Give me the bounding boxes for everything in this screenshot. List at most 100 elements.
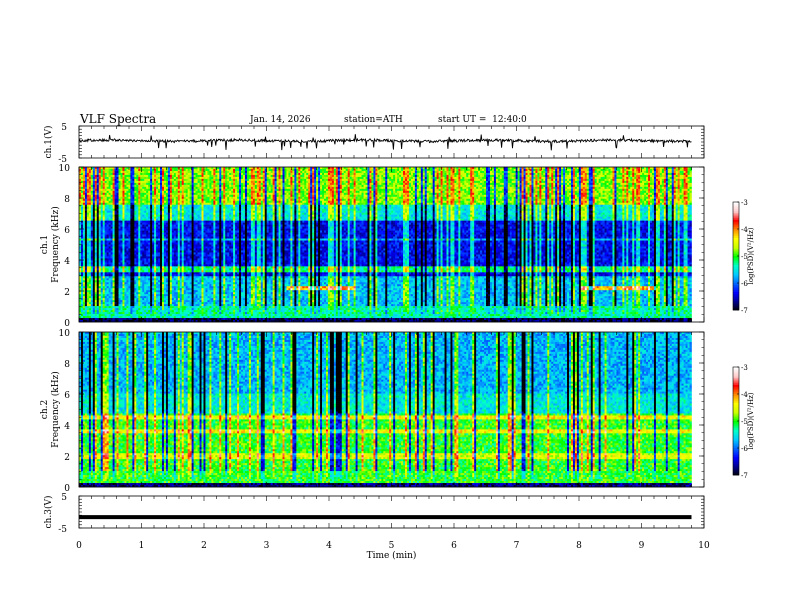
spectrogram-cell: [298, 183, 300, 185]
spectrogram-cell: [138, 181, 140, 183]
spectrogram-cell: [447, 181, 449, 183]
spectrogram-cell: [298, 175, 300, 177]
spectrogram-cell: [146, 173, 148, 175]
spectrogram-cell: [245, 177, 247, 179]
spectrogram-cell: [634, 185, 636, 187]
spectrogram-cell: [448, 185, 450, 187]
spectrogram-cell: [338, 169, 340, 171]
spectrogram-cell: [338, 187, 340, 189]
spectrogram-cell: [328, 187, 330, 189]
spectrogram-cell: [626, 185, 628, 187]
spectrogram-cell: [628, 175, 630, 177]
spectrogram-cell: [573, 173, 575, 175]
spectrogram-cell: [456, 175, 458, 177]
spectrogram-cell: [138, 175, 140, 177]
spectrogram-cell: [597, 183, 599, 185]
spectrogram-cell: [306, 169, 308, 171]
spectrogram-cell: [196, 185, 198, 187]
spectrogram-cell: [524, 177, 526, 179]
spectrogram-cell: [454, 187, 456, 189]
spectrogram-cell: [512, 181, 514, 183]
spectrogram-cell: [618, 173, 620, 175]
spectrogram-cell: [332, 189, 334, 191]
spectrogram-cell: [257, 179, 259, 181]
spectrogram-cell: [115, 179, 117, 181]
spectrogram-cell: [251, 181, 253, 183]
spectrogram-cell: [607, 181, 609, 183]
spectrogram-cell: [535, 177, 537, 179]
spectrogram-cell: [265, 183, 267, 185]
spectrogram-cell: [644, 173, 646, 175]
spectrogram-cell: [537, 175, 539, 177]
spectrogram-cell: [510, 179, 512, 181]
spectrogram-cell: [644, 177, 646, 179]
spectrogram-cell: [126, 189, 128, 191]
spectrogram-cell: [87, 173, 89, 175]
spectrogram-cell: [553, 181, 555, 183]
spectrogram-cell: [261, 185, 263, 187]
spectrogram-cell: [482, 187, 484, 189]
spectrogram-cell: [678, 175, 680, 177]
spectrogram-cell: [431, 175, 433, 177]
spectrogram-cell: [296, 189, 298, 191]
spectrogram-cell: [269, 175, 271, 177]
spectrogram-cell: [284, 169, 286, 171]
spectrogram-cell: [680, 179, 682, 181]
spectrogram-cell: [279, 177, 281, 179]
spectrogram-cell: [245, 179, 247, 181]
spectrogram-cell: [393, 183, 395, 185]
spectrogram-cell: [360, 173, 362, 175]
spectrogram-cell: [352, 181, 354, 183]
spectrogram-cell: [609, 181, 611, 183]
spectrogram-cell: [182, 175, 184, 177]
spectrogram-cell: [500, 169, 502, 171]
spectrogram-cell: [304, 171, 306, 173]
spectrogram-cell: [423, 187, 425, 189]
spectrogram-cell: [543, 181, 545, 183]
spectrogram-cell: [132, 175, 134, 177]
spectrogram-cell: [620, 173, 622, 175]
spectrogram-cell: [644, 181, 646, 183]
spectrogram-cell: [354, 181, 356, 183]
spectrogram-cell: [583, 179, 585, 181]
spectrogram-cell: [620, 175, 622, 177]
spectrogram-cell: [160, 175, 162, 177]
spectrogram-cell: [164, 189, 166, 191]
spectrogram-cell: [638, 187, 640, 189]
spectrogram-cell: [427, 169, 429, 171]
spectrogram-cell: [587, 189, 589, 191]
spectrogram-cell: [229, 177, 231, 179]
spectrogram-cell: [609, 179, 611, 181]
spectrogram-cell: [514, 171, 516, 173]
spectrogram-cell: [294, 171, 296, 173]
spectrogram-cell: [308, 187, 310, 189]
spectrogram-cell: [454, 183, 456, 185]
spectrogram-cell: [288, 171, 290, 173]
spectrogram-cell: [401, 183, 403, 185]
spectrogram-cell: [130, 175, 132, 177]
spectrogram-cell: [524, 185, 526, 187]
spectrogram-cell: [492, 179, 494, 181]
spectrogram-cell: [640, 183, 642, 185]
spectrogram-cell: [369, 189, 371, 191]
spectrogram-cell: [192, 175, 194, 177]
spectrogram-cell: [603, 183, 605, 185]
spectrogram-cell: [670, 171, 672, 173]
spectrogram-cell: [587, 185, 589, 187]
spectrogram-cell: [154, 187, 156, 189]
spectrogram-cell: [672, 171, 674, 173]
spectrogram-cell: [142, 175, 144, 177]
spectrogram-cell: [636, 181, 638, 183]
spectrogram-cell: [373, 183, 375, 185]
spectrogram-cell: [231, 173, 233, 175]
spectrogram-cell: [367, 179, 369, 181]
spectrogram-cell: [235, 179, 237, 181]
spectrogram-cell: [526, 175, 528, 177]
spectrogram-cell: [433, 189, 435, 191]
spectrogram-cell: [245, 173, 247, 175]
spectrogram-cell: [533, 169, 535, 171]
spectrogram-cell: [89, 177, 91, 179]
spectrogram-cell: [180, 181, 182, 183]
spectrogram-cell: [322, 179, 324, 181]
spectrogram-cell: [164, 181, 166, 183]
